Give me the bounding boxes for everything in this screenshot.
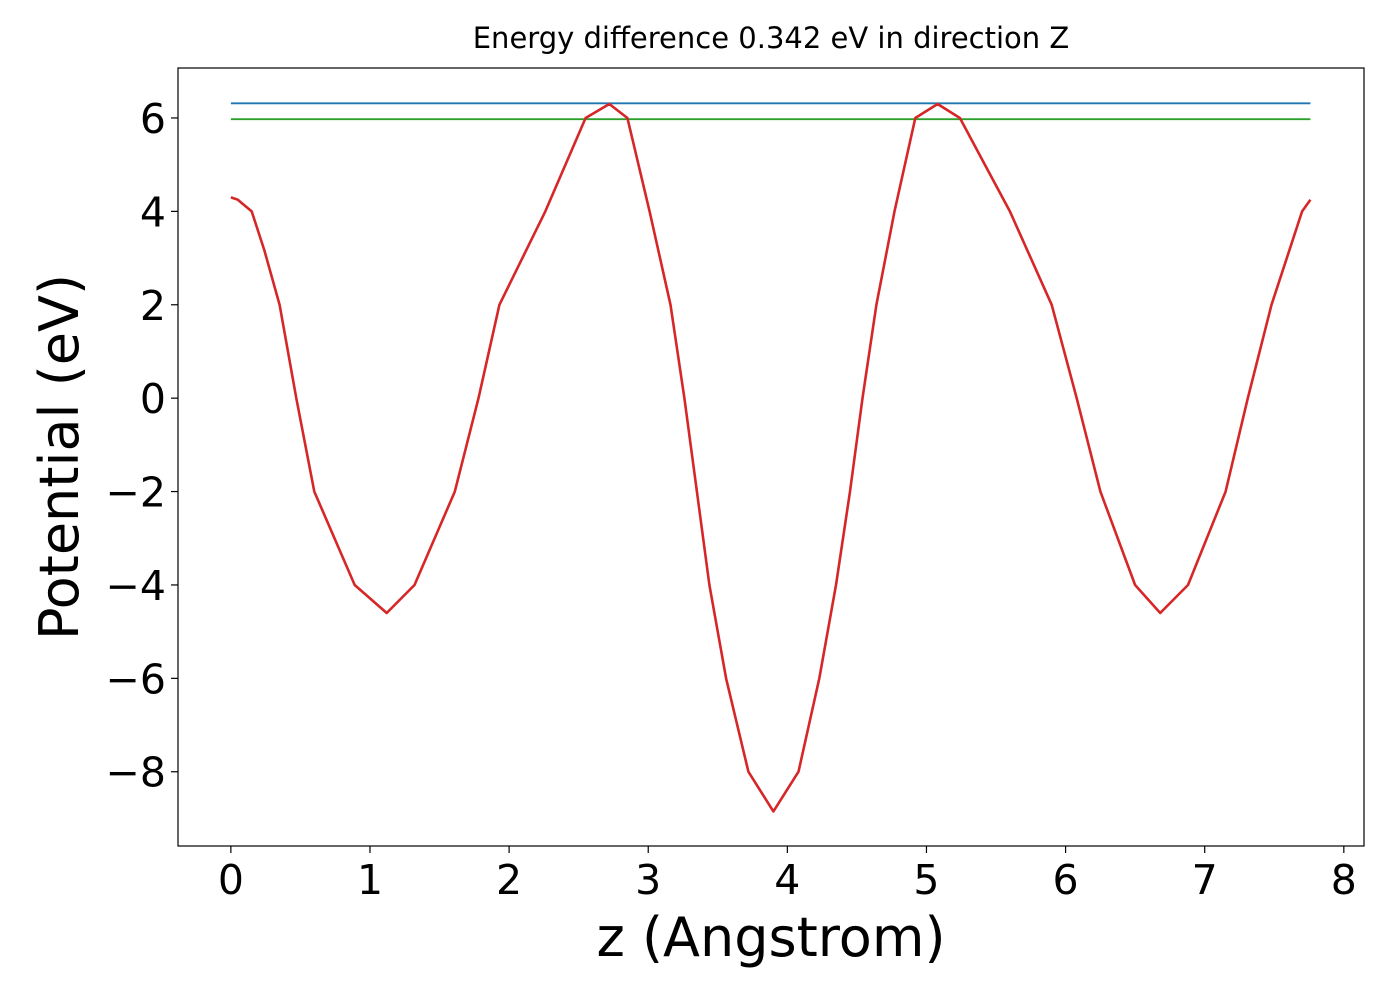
x-tick-label: 6 <box>1053 856 1079 904</box>
x-axis-label: z (Angstrom) <box>596 906 945 969</box>
x-tick-label: 3 <box>635 856 661 904</box>
y-tick-label: 6 <box>140 95 166 143</box>
x-tick-label: 1 <box>357 856 383 904</box>
x-tick-label: 5 <box>913 856 939 904</box>
y-tick-label: 0 <box>140 375 166 423</box>
y-tick-label: −8 <box>106 749 166 797</box>
y-tick-label: 2 <box>140 282 166 330</box>
line-series <box>230 102 1312 813</box>
y-axis-label: Potential (eV) <box>28 274 91 640</box>
x-tick-label: 0 <box>218 856 244 904</box>
x-tick-label: 2 <box>496 856 522 904</box>
y-tick-label: −6 <box>106 655 166 703</box>
y-tick-label: −2 <box>106 469 166 517</box>
plot-frame <box>177 67 1365 847</box>
y-tick-label: −4 <box>106 562 166 610</box>
x-tick-label: 8 <box>1331 856 1357 904</box>
chart-title: Energy difference 0.342 eV in direction … <box>473 21 1070 55</box>
y-tick-label: 4 <box>140 188 166 236</box>
x-tick-label: 7 <box>1192 856 1218 904</box>
x-tick-label: 4 <box>774 856 800 904</box>
